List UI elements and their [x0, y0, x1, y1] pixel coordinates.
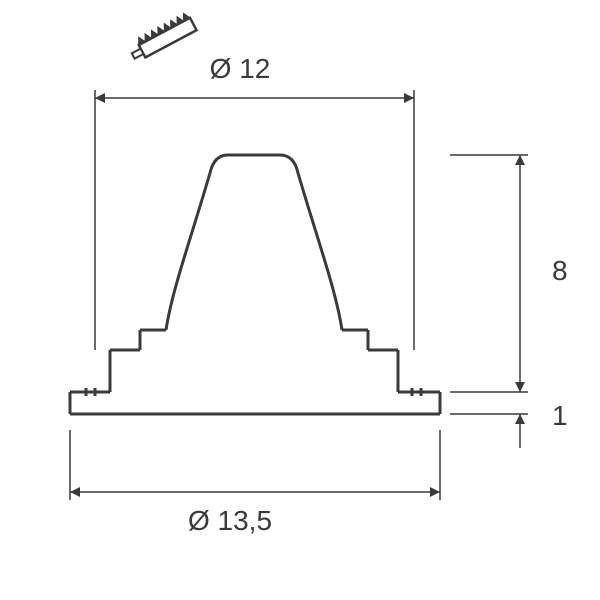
fixture-outline — [70, 155, 440, 414]
label-outer_diameter: Ø 13,5 — [188, 505, 272, 536]
hole-saw-icon — [127, 12, 197, 62]
dim-cutout-diameter — [95, 90, 414, 350]
label-cutout_diameter: Ø 12 — [210, 53, 271, 84]
dimension-labels: Ø 12 8 1 Ø 13,5 — [188, 53, 568, 536]
dim-outer-diameter — [70, 430, 440, 500]
spring-marks — [86, 388, 421, 396]
label-height: 8 — [552, 255, 568, 286]
dim-heights — [450, 155, 528, 448]
dimension-drawing: Ø 12 8 1 Ø 13,5 — [0, 0, 600, 600]
label-flange_thickness: 1 — [552, 400, 568, 431]
